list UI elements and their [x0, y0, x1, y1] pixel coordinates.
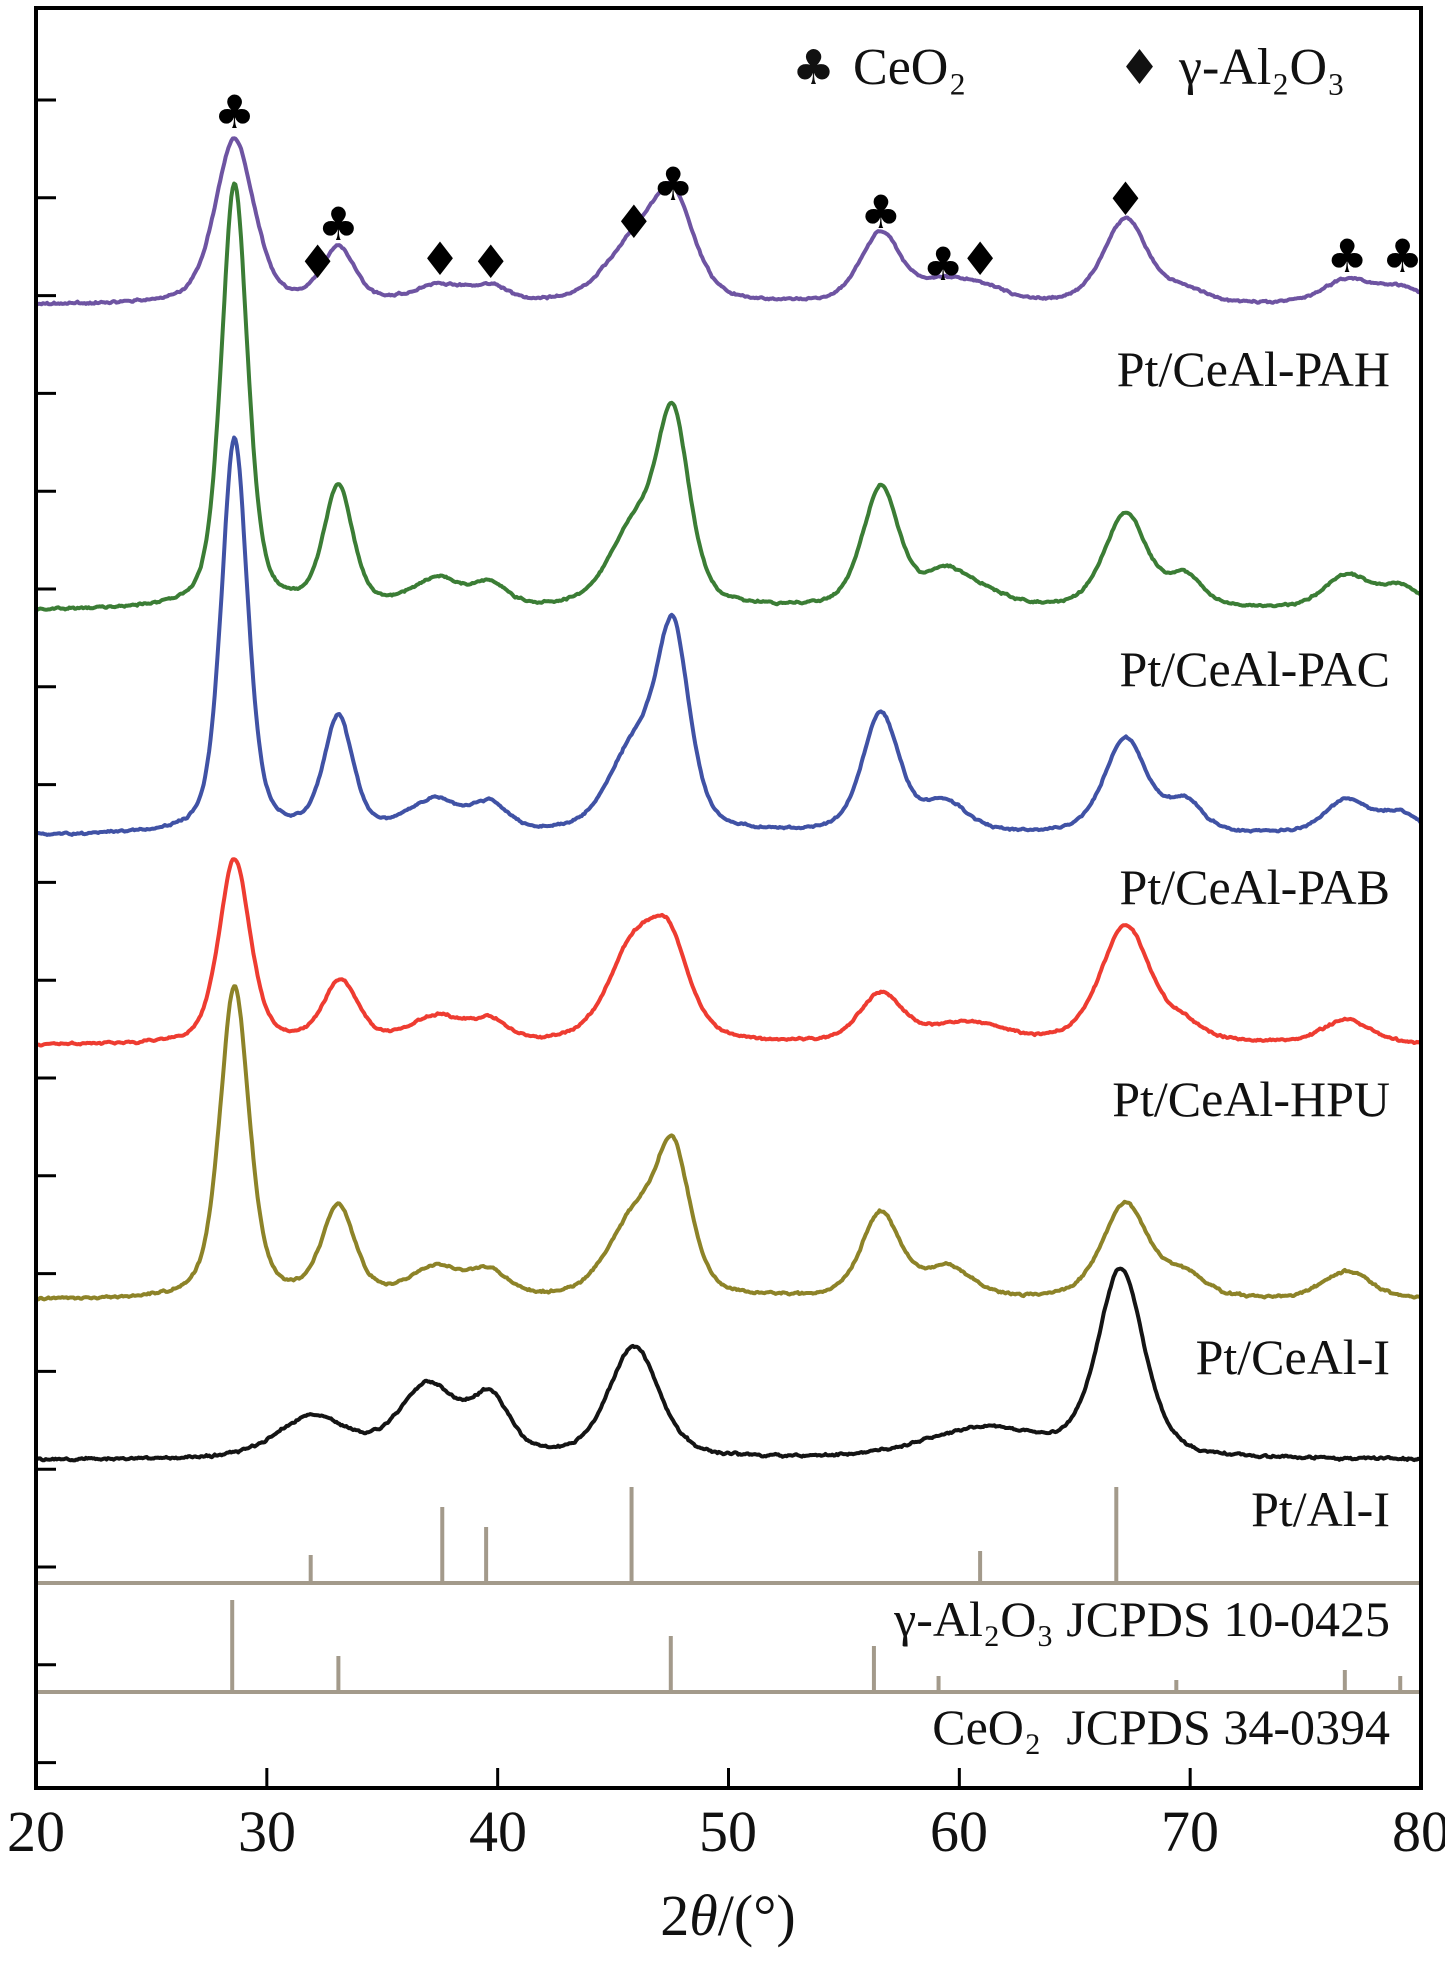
ref-label-gamma-al2o3-jcpds: γ-Al₂O₃ JCPDS 10-0425 — [894, 1591, 1390, 1647]
diamond-peak-marker: ♦ — [470, 235, 511, 289]
club-peak-marker: ♣ — [318, 197, 359, 251]
legend-item-ceo2: ♣ CeO₂ — [792, 38, 966, 97]
club-peak-marker: ♣ — [1382, 229, 1423, 283]
diamond-peak-marker: ♦ — [297, 235, 338, 289]
trace-Pt/CeAl-PAH — [38, 136, 1419, 307]
diamond-peak-marker: ♦ — [613, 195, 654, 249]
trace-label-pt-ceal-pab: Pt/CeAl-PAB — [1119, 859, 1390, 915]
x-axis-title-post: /(°) — [717, 1883, 796, 1948]
club-peak-marker: ♣ — [923, 237, 964, 291]
club-icon: ♣ — [792, 39, 836, 96]
diamond-icon: ♦ — [1118, 39, 1162, 96]
trace-label-pt-ceal-pah: Pt/CeAl-PAH — [1116, 341, 1390, 397]
club-peak-marker: ♣ — [214, 85, 255, 139]
club-peak-marker: ♣ — [1327, 229, 1368, 283]
x-tick-label-60: 60 — [930, 1799, 988, 1864]
legend-label-ceo2: CeO₂ — [853, 39, 967, 96]
legend-item-gamma-al2o3: ♦ γ-Al₂O₃ — [1118, 38, 1345, 97]
x-tick-label-30: 30 — [238, 1799, 296, 1864]
ref-label-ceo2-jcpds: CeO₂ JCPDS 34-0394 — [932, 1699, 1390, 1755]
x-tick-label-80: 80 — [1392, 1799, 1445, 1864]
legend-label-gamma-al2o3: γ-Al₂O₃ — [1179, 39, 1346, 96]
x-tick-label-70: 70 — [1161, 1799, 1219, 1864]
x-axis-title-pre: 2 — [660, 1883, 690, 1948]
trace-label-pt-al-i: Pt/Al-I — [1251, 1481, 1390, 1537]
trace-Pt/CeAl-PAB — [38, 435, 1419, 837]
trace-label-pt-ceal-pac: Pt/CeAl-PAC — [1119, 641, 1390, 697]
trace-Pt/CeAl-PAC — [38, 181, 1419, 612]
trace-Pt/CeAl-HPU — [38, 857, 1419, 1048]
trace-Pt/Al-I — [38, 1266, 1419, 1463]
x-axis-title: 2θ/(°) — [660, 1882, 795, 1949]
trace-label-pt-ceal-hpu: Pt/CeAl-HPU — [1112, 1071, 1390, 1127]
x-axis-title-theta: θ — [689, 1883, 718, 1948]
trace-Pt/CeAl-I — [38, 984, 1419, 1302]
club-peak-marker: ♣ — [860, 185, 901, 239]
diamond-peak-marker: ♦ — [959, 232, 1000, 286]
diamond-peak-marker: ♦ — [1105, 172, 1146, 226]
club-peak-marker: ♣ — [652, 157, 693, 211]
x-tick-label-20: 20 — [7, 1799, 65, 1864]
diamond-peak-marker: ♦ — [419, 232, 460, 286]
x-tick-label-40: 40 — [469, 1799, 527, 1864]
x-tick-label-50: 50 — [699, 1799, 757, 1864]
trace-label-pt-ceal-i: Pt/CeAl-I — [1195, 1329, 1390, 1385]
